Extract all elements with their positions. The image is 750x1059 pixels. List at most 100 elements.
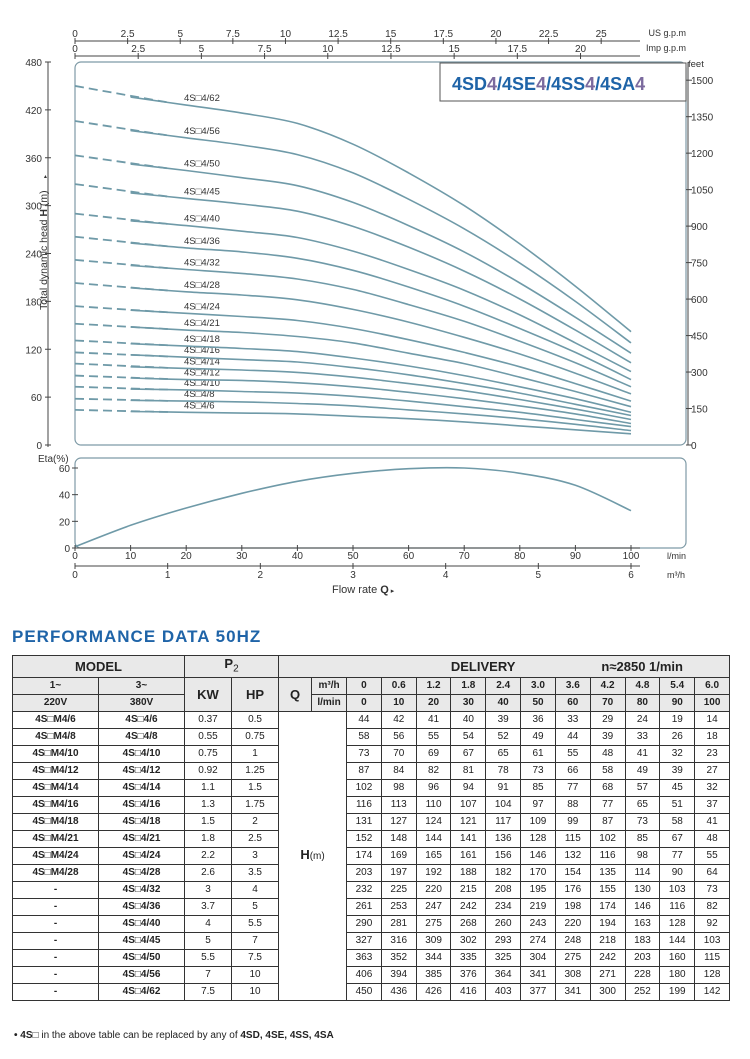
head-value: 131 [346,812,382,831]
q-lmin-value: 20 [415,693,452,712]
model-single-phase: 4S□M4/12 [12,761,99,780]
head-curve-label: 4S□4/24 [184,301,220,312]
imp-gpm-tick-label: 0 [72,44,78,55]
power-kw: 3.7 [184,897,233,916]
head-value: 49 [624,761,661,780]
m3h-tick-label: 4 [443,570,449,581]
model-three-phase: 4S□4/36 [97,897,186,916]
power-hp: 7 [231,931,280,950]
head-value: 203 [624,948,661,967]
head-value: 161 [450,846,487,865]
table-row: -4S□4/45 5 7 327 316 309 302 293 274 248 218 183 144… [12,931,730,950]
eta-tick-label: 0 [64,544,70,555]
head-curve-dashed [74,235,170,248]
head-value: 309 [415,931,452,950]
model-single-phase: 4S□M4/21 [12,829,99,848]
power-kw: 5.5 [184,948,233,967]
model-single-phase: - [12,982,99,1001]
head-curve-label: 4S□4/16 [184,345,220,356]
head-value: 426 [415,982,452,1001]
delivery-header: DELIVERY [278,655,556,678]
table-row: 4S□M4/24 4S□4/24 2.2 3 174 169 165 161 156 146 132… [12,846,730,865]
power-hp: 0.75 [231,727,280,746]
head-label-h: H [300,847,310,863]
head-value: 115 [554,829,591,848]
head-value: 58 [589,761,626,780]
p2-header: P2 [184,655,280,678]
model-three-phase: 4S□4/12 [97,761,186,780]
imp-gpm-tick-label: 5 [199,44,205,55]
head-value: 352 [380,948,417,967]
head-value: 55 [694,846,730,865]
head-value: 247 [415,897,452,916]
table-row: 4S□M4/16 4S□4/16 1.3 1.75 116 113 110 107 104 97 8… [12,795,730,814]
model-three-phase: 4S□4/50 [97,948,186,967]
q-lmin-value: 90 [659,693,696,712]
us-gpm-tick-label: 20 [490,29,502,40]
model-three-phase: 4S□4/14 [97,778,186,797]
head-value: 113 [380,795,417,814]
power-kw: 0.92 [184,761,233,780]
head-value: 44 [554,727,591,746]
performance-title: PERFORMANCE DATA 50HZ [12,627,262,646]
head-curve [130,309,632,402]
head-value: 377 [520,982,556,1001]
power-kw: 0.55 [184,727,233,746]
head-curve-label: 4S□4/50 [184,159,220,170]
head-value: 243 [520,914,556,933]
model-single-phase: 4S□M4/14 [12,778,99,797]
power-kw: 4 [184,914,233,933]
head-value: 52 [485,727,522,746]
head-value: 24 [624,710,661,729]
head-value: 78 [485,761,522,780]
head-value: 325 [485,948,522,967]
head-value: 261 [346,897,382,916]
head-value: 215 [450,880,487,899]
head-value: 58 [346,727,382,746]
power-kw: 3 [184,880,233,899]
head-value: 41 [694,812,730,831]
head-value: 44 [346,710,382,729]
us-gpm-tick-label: 12.5 [328,29,348,40]
head-value: 195 [520,880,556,899]
eta-curve [74,466,632,548]
head-value: 406 [346,965,382,984]
head-value: 127 [380,812,417,831]
model-single-phase: 4S□M4/28 [12,863,99,882]
head-value: 77 [659,846,696,865]
head-value: 102 [589,829,626,848]
head-value: 33 [554,710,591,729]
head-value: 70 [380,744,417,763]
imp-gpm-label: Imp g.p.m [646,43,686,53]
head-value: 104 [485,795,522,814]
head-value: 130 [624,880,661,899]
head-value: 182 [485,863,522,882]
head-curve-label: 4S□4/14 [184,356,220,367]
feet-tick-label: 1350 [691,113,714,124]
head-value: 416 [450,982,487,1001]
head-value: 87 [589,812,626,831]
head-value: 128 [659,914,696,933]
head-value: 293 [485,931,522,950]
head-value: 81 [450,761,487,780]
head-curve-label: 4S□4/10 [184,378,220,389]
us-gpm-tick-label: 22.5 [539,29,559,40]
feet-tick-label: 600 [691,295,708,306]
head-value: 23 [694,744,730,763]
q-lmin-value: 40 [485,693,522,712]
model-three-phase: 4S□4/45 [97,931,186,950]
head-value: 142 [694,982,730,1001]
head-axis-label: Total dynamic head H (m) [38,190,50,310]
power-hp: 3.5 [231,863,280,882]
head-value: 42 [380,710,417,729]
feet-tick-label: 900 [691,222,708,233]
head-value: 253 [380,897,417,916]
col-single-phase-voltage: 220V [12,693,99,712]
head-value: 77 [589,795,626,814]
table-row: -4S□4/36 3.7 5 261 253 247 242 234 219 198 174 146 1… [12,897,730,916]
head-value: 39 [659,761,696,780]
head-value: 274 [520,931,556,950]
power-hp: 0.5 [231,710,280,729]
power-kw: 1.5 [184,812,233,831]
head-value: 141 [450,829,487,848]
